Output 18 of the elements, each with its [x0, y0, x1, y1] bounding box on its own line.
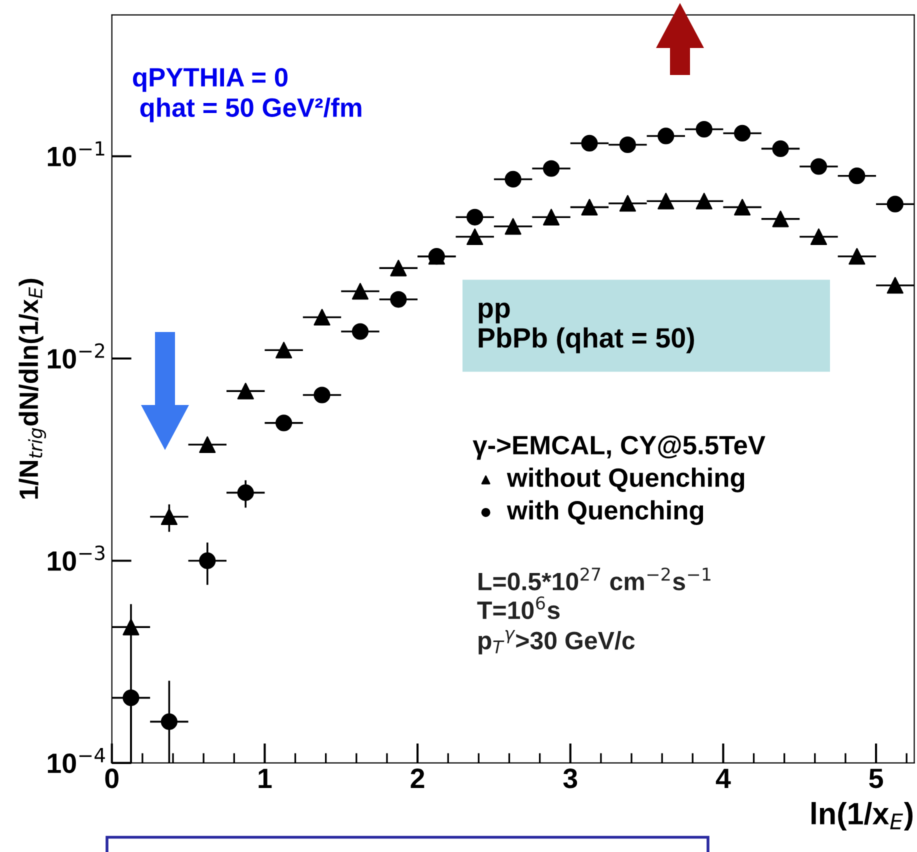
y-tick-label: 10$^{−2}$	[48, 343, 104, 369]
x-axis-title: ln(1/x$_{E}$)	[812, 802, 913, 831]
text: L=0.5*10$^{27}$ cm$^{−2}$s$^{−1}$ T=10$^{6}$s p$_{T}$$^{γ}$>30 GeV/c	[477, 568, 710, 654]
x-tick-label: 4	[716, 768, 731, 788]
y-tick-label: 10$^{−1}$	[48, 141, 104, 166]
x-tick-label: 1	[258, 768, 272, 788]
legend-label: with Quenching	[506, 500, 704, 525]
x-tick-label: 0	[105, 768, 118, 788]
x-tick-label: 2	[410, 768, 424, 788]
x-tick-label: 5	[869, 768, 883, 788]
y-axis-title: 1/N$_{trig}$dN/dln(1/x$_{E}$)	[18, 278, 46, 499]
y-tick-label: 10$^{−3}$	[48, 546, 104, 571]
legend-title: γ->EMCAL, CY@5.5TeV	[472, 436, 766, 460]
legend-label: without Quenching	[506, 468, 744, 492]
x-tick-label: 3	[563, 768, 578, 788]
y-tick-label: 10$^{−4}$	[48, 748, 105, 774]
annotation: pp PbPb (qhat = 50)	[478, 302, 694, 354]
annotation: qPYTHIA = 0 qhat = 50 GeV²/fm	[133, 68, 362, 122]
